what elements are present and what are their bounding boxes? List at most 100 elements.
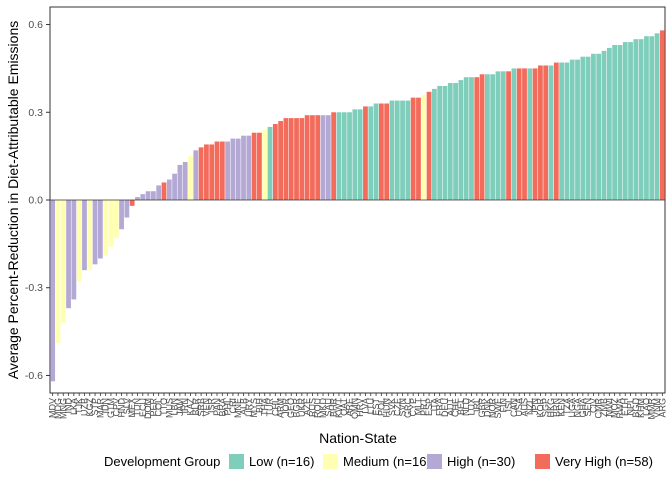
bar-jam	[177, 164, 183, 200]
bar-rou	[315, 115, 321, 200]
bar-gbr	[479, 74, 485, 200]
bar-ita	[431, 88, 437, 200]
x-tick-label: KOR	[535, 398, 545, 418]
x-tick-label: POL	[376, 398, 386, 416]
x-tick-label: GTM	[106, 398, 116, 418]
x-tick-label: FIN	[498, 398, 508, 413]
bar-sgp	[543, 65, 549, 200]
x-tick-label: CPV	[111, 398, 121, 417]
y-tick-label: 0.0	[28, 195, 43, 207]
bar-gha	[580, 56, 586, 201]
bar-esp	[426, 91, 432, 200]
bar-hun	[384, 103, 390, 200]
x-tick-label: COL	[154, 398, 164, 417]
x-tick-label: GEO	[286, 398, 296, 418]
bar-mdv	[50, 200, 56, 382]
bar-sau	[325, 115, 331, 200]
x-tick-label: TZA	[562, 398, 572, 415]
x-tick-label: QAT	[339, 398, 349, 416]
bar-fra	[437, 85, 443, 200]
x-tick-label: ECU	[138, 398, 148, 417]
bar-aze	[304, 115, 310, 200]
x-tick-label: BEL	[456, 398, 466, 415]
x-tick-label: KAZ	[185, 398, 195, 416]
x-axis: MDVMDGMNGINDLKATJKUZBKGZSTPMARIDNGTMCPVH…	[48, 393, 667, 420]
bar-tun	[135, 197, 140, 200]
x-tick-label: SAU	[323, 398, 333, 417]
x-tick-label: ESP	[424, 398, 434, 416]
bar-chl	[272, 123, 278, 200]
x-tick-label: SEN	[583, 398, 593, 417]
bar-mkd	[320, 115, 326, 200]
bar-nor	[490, 74, 496, 200]
x-tick-label: KWT	[334, 398, 344, 418]
x-tick-label: TJK	[74, 398, 84, 414]
bar-lka	[71, 200, 77, 300]
bar-deu	[442, 85, 448, 200]
x-tick-label: IDN	[101, 398, 111, 414]
bar-bgd	[633, 39, 639, 200]
legend-key-medium	[323, 454, 338, 469]
bar-bhr	[331, 112, 337, 200]
bar-sen	[585, 56, 591, 201]
bar-lux	[469, 77, 474, 200]
x-tick-label: DNK	[482, 398, 492, 417]
bar-uzb	[82, 200, 87, 271]
x-tick-label: STP	[90, 398, 100, 416]
x-tick-label: ROU	[313, 398, 323, 418]
x-tick-label: HRV	[355, 398, 365, 417]
bar-tto	[161, 182, 167, 200]
bars	[50, 30, 665, 382]
x-tick-label: JAM	[175, 398, 185, 416]
x-tick-label: VNM	[652, 398, 662, 418]
bar-cze	[394, 100, 400, 200]
x-tick-label: ARM	[276, 398, 286, 418]
x-tick-label: CIV	[588, 398, 598, 413]
bar-bra	[219, 141, 225, 200]
legend-label: Low (n=16)	[249, 454, 314, 469]
x-tick-label: ARE	[345, 398, 355, 417]
bar-aus	[522, 68, 527, 200]
bar-gtm	[108, 200, 114, 247]
bar-tur	[267, 126, 273, 200]
bar-zmb	[601, 50, 607, 200]
bar-grc	[405, 100, 411, 200]
bar-ltu	[368, 106, 374, 200]
x-tick-label: UGA	[567, 398, 577, 418]
legend-key-low	[229, 454, 244, 469]
bar-nld	[463, 77, 469, 200]
x-tick-label: AUT	[445, 397, 455, 416]
bar-hkg	[548, 65, 554, 200]
legend-label: Very High (n=58)	[555, 454, 653, 469]
bar-are	[347, 112, 352, 200]
x-tick-label: IND	[64, 398, 74, 414]
bar-can	[511, 68, 517, 200]
x-tick-label: FRA	[435, 398, 445, 416]
x-tick-label: URY	[244, 398, 254, 417]
x-tick-label: IRL	[472, 398, 482, 412]
x-tick-label: ISR	[207, 398, 217, 414]
x-tick-label: KHM	[636, 398, 646, 418]
bar-ven	[204, 144, 209, 200]
x-tick-label: USA	[514, 398, 524, 417]
bar-mng	[60, 200, 66, 323]
bar-jor	[283, 118, 289, 200]
x-tick-label: JOR	[281, 397, 291, 416]
bar-irn	[182, 161, 188, 200]
x-tick-label: BGD	[631, 398, 641, 418]
bar-mar	[97, 200, 103, 259]
x-tick-label: TUN	[132, 398, 142, 417]
x-tick-label: RUS	[307, 398, 317, 417]
bar-svn	[400, 100, 405, 200]
x-tick-label: PER	[148, 398, 158, 417]
x-tick-label: CYP	[408, 398, 418, 417]
bar-tha	[262, 129, 268, 200]
x-tick-label: NGA	[573, 398, 583, 418]
x-tick-label: CHE	[451, 398, 461, 417]
x-tick-label: BIH	[254, 398, 264, 413]
bar-tza	[564, 62, 570, 201]
x-tick-label: IRN	[180, 398, 190, 414]
bar-eth	[622, 42, 628, 201]
x-tick-label: SWE	[493, 398, 503, 419]
x-tick-label: BGR	[292, 398, 302, 418]
